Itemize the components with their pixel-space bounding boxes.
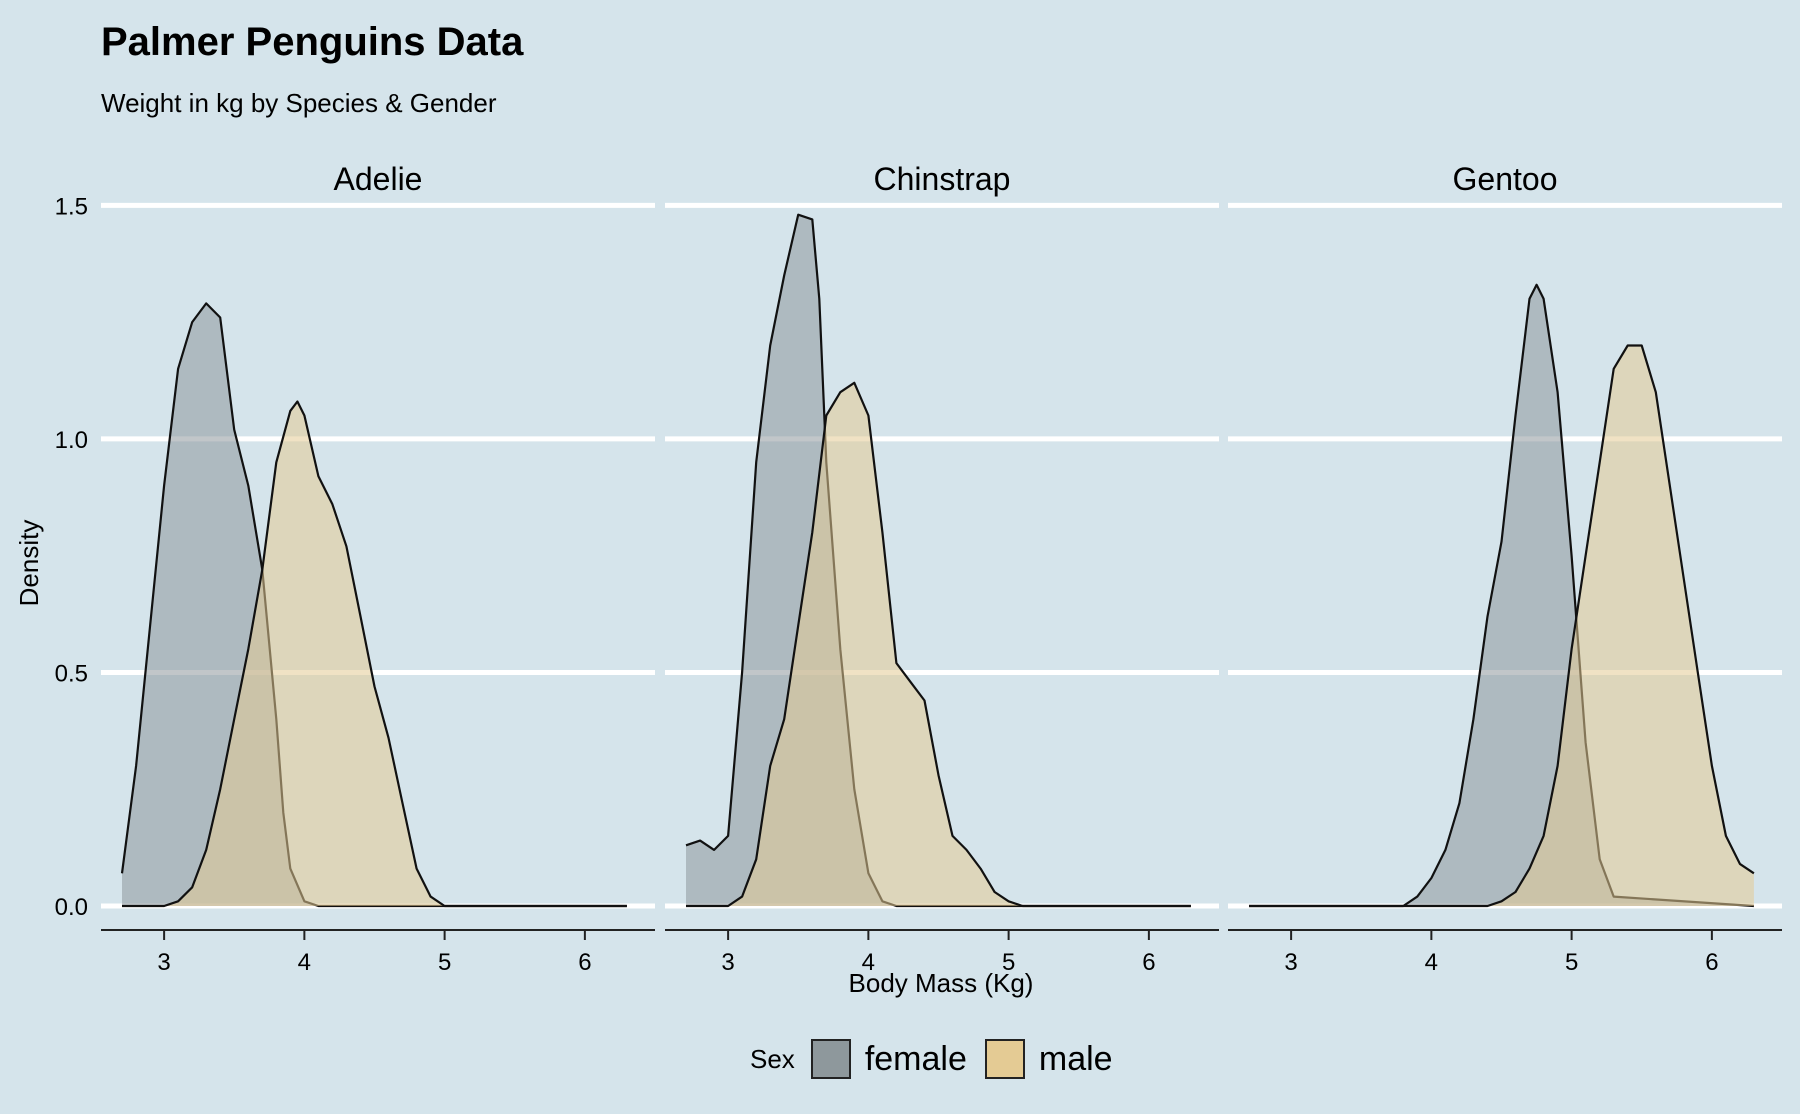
x-tick-label: 6 xyxy=(578,949,591,976)
x-tick-label: 4 xyxy=(1425,949,1438,976)
y-tick-label: 0.5 xyxy=(55,660,88,687)
x-tick-label: 5 xyxy=(438,949,451,976)
x-tick-label: 4 xyxy=(862,949,875,976)
chart-subtitle: Weight in kg by Species & Gender xyxy=(101,88,497,118)
x-tick-label: 6 xyxy=(1142,949,1155,976)
x-tick-label: 3 xyxy=(1284,949,1297,976)
panel-chinstrap: Chinstrap 3 4 5 6 xyxy=(665,161,1219,976)
x-tick-label: 5 xyxy=(1565,949,1578,976)
legend-label-male: male xyxy=(1038,1039,1113,1078)
density-area-female xyxy=(1249,284,1754,906)
x-tick-label: 5 xyxy=(1002,949,1015,976)
x-axis-label: Body Mass (Kg) xyxy=(849,968,1034,998)
facet-title-gentoo: Gentoo xyxy=(1453,161,1558,197)
facet-title-adelie: Adelie xyxy=(334,161,423,197)
facet-title-chinstrap: Chinstrap xyxy=(874,161,1011,197)
y-axis-label: Density xyxy=(14,520,44,607)
legend-key-female xyxy=(810,1039,851,1079)
x-tick-label: 3 xyxy=(721,949,734,976)
x-tick-label: 4 xyxy=(298,949,311,976)
legend-key-male xyxy=(984,1039,1025,1079)
x-tick-label: 6 xyxy=(1705,949,1718,976)
density-line-male xyxy=(122,400,627,908)
density-line-male xyxy=(686,381,1191,908)
legend: Sex female male xyxy=(750,1036,1131,1082)
legend-label-female: female xyxy=(864,1039,967,1078)
y-tick-label: 1.0 xyxy=(55,427,88,454)
density-line-male xyxy=(1249,344,1755,908)
density-area-male xyxy=(1249,345,1754,906)
legend-title: Sex xyxy=(750,1043,795,1074)
panel-gentoo: Gentoo 3 4 5 6 xyxy=(1228,161,1782,976)
density-area-male xyxy=(122,401,627,906)
density-area-male xyxy=(686,382,1191,906)
x-tick-label: 3 xyxy=(157,949,170,976)
panel-adelie: Adelie 3 4 5 6 xyxy=(101,161,655,976)
chart-title: Palmer Penguins Data xyxy=(101,20,524,64)
y-tick-label: 1.5 xyxy=(55,193,88,220)
y-tick-label: 0.0 xyxy=(55,894,88,921)
